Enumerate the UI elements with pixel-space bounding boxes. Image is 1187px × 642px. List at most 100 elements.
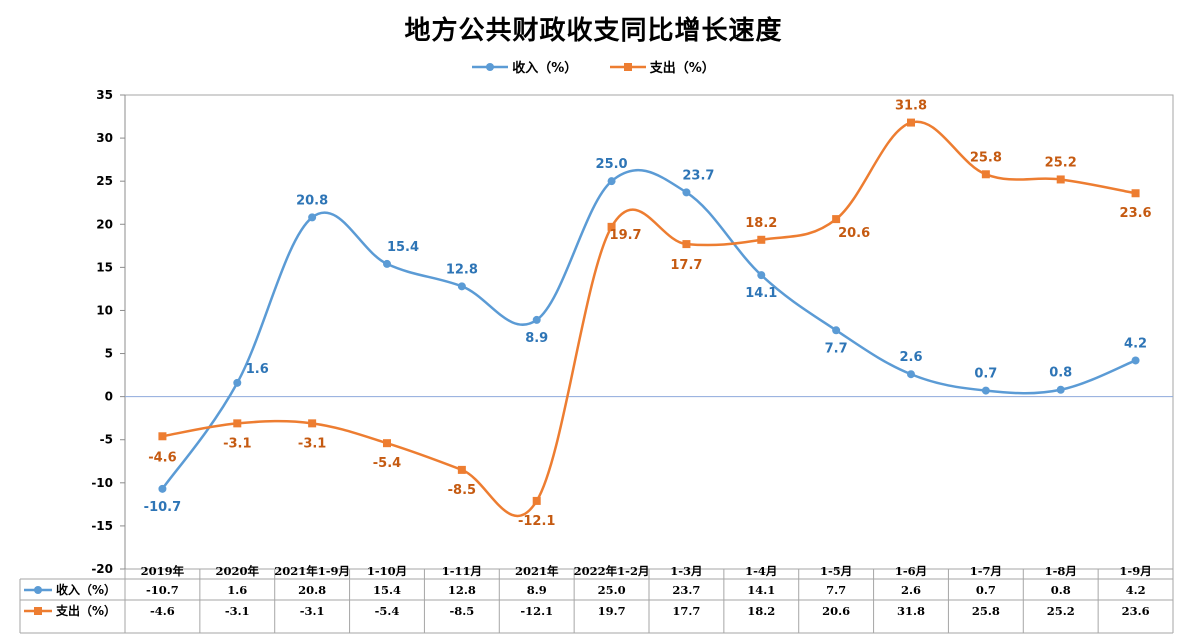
table-cell-income: 7.7: [826, 583, 846, 597]
data-label-income: 0.7: [974, 367, 997, 382]
y-tick-label: 5: [105, 347, 113, 361]
x-tick-label: 2021年1-9月: [274, 564, 350, 578]
x-tick-label: 1-7月: [970, 564, 1002, 578]
data-point-expense: [682, 240, 691, 249]
x-tick-label: 1-5月: [820, 564, 852, 578]
x-tick-label: 2021年: [515, 564, 559, 578]
y-tick-label: 0: [105, 390, 113, 404]
data-label-income: 2.6: [899, 350, 922, 365]
data-label-income: 1.6: [246, 362, 269, 377]
x-tick-label: 2022年1-2月: [574, 564, 650, 578]
x-tick-label: 1-6月: [895, 564, 927, 578]
table-cell-income: 0.7: [976, 583, 996, 597]
table-row-label-expense: 支出（%）: [55, 603, 116, 618]
table-cell-expense: 18.2: [747, 604, 775, 618]
x-tick-label: 1-10月: [367, 564, 407, 578]
table-cell-expense: -12.1: [520, 604, 553, 618]
y-tick-label: -5: [100, 433, 113, 447]
data-label-expense: -12.1: [518, 514, 555, 529]
legend-income-line-icon: [472, 62, 509, 71]
y-tick-label: 10: [96, 303, 113, 317]
data-label-income: 4.2: [1124, 336, 1147, 351]
table-cell-income: 20.8: [298, 583, 326, 597]
legend-item-expense: 支出（%）: [609, 57, 715, 76]
data-label-expense: 17.7: [670, 258, 702, 273]
data-point-expense: [233, 419, 242, 428]
x-tick-label: 2020年: [216, 564, 260, 578]
x-tick-label: 2019年: [141, 564, 185, 578]
series-line-expense: [162, 120, 1136, 518]
data-label-expense: -4.6: [148, 450, 176, 465]
table-cell-income: 4.2: [1126, 583, 1146, 597]
table-cell-expense: 31.8: [897, 604, 925, 618]
data-label-income: 12.8: [446, 262, 478, 277]
table-cell-income: 0.8: [1051, 583, 1071, 597]
x-tick-label: 1-8月: [1045, 564, 1077, 578]
table-cell-expense: -5.4: [375, 604, 400, 618]
table-cell-income: 23.7: [672, 583, 700, 597]
data-label-income: 23.7: [682, 168, 714, 183]
data-label-expense: 18.2: [745, 216, 777, 231]
data-point-expense: [383, 439, 391, 448]
data-point-income: [682, 188, 691, 197]
data-label-expense: 20.6: [838, 226, 870, 241]
table-cell-income: 15.4: [373, 583, 401, 597]
table-cell-expense: -3.1: [300, 604, 325, 618]
table-cell-expense: 23.6: [1122, 604, 1150, 618]
data-point-expense: [457, 465, 466, 474]
table-cell-expense: -3.1: [225, 604, 250, 618]
table-cell-income: 8.9: [527, 583, 547, 597]
legend-expense-label: 支出（%）: [649, 61, 715, 76]
data-point-expense: [1056, 175, 1065, 184]
data-point-income: [907, 370, 915, 379]
data-point-expense: [757, 235, 766, 244]
data-label-expense: 31.8: [895, 99, 927, 114]
data-label-expense: -3.1: [298, 436, 326, 451]
data-point-expense: [308, 419, 317, 428]
table-cell-income: 14.1: [747, 583, 775, 597]
data-label-income: 7.7: [825, 341, 848, 356]
data-point-income: [233, 378, 242, 387]
data-point-expense: [981, 170, 990, 179]
y-tick-label: -20: [91, 562, 113, 576]
table-cell-expense: -8.5: [449, 604, 474, 618]
data-label-income: 0.8: [1049, 366, 1072, 381]
chart-title: 地方公共财政收支同比增长速度: [404, 16, 783, 46]
table-legend-marker-income: [34, 586, 42, 594]
legend-income-label: 收入（%）: [512, 61, 578, 76]
table-cell-expense: 17.7: [672, 604, 700, 618]
legend-expense-line-icon: [609, 62, 646, 71]
data-label-income: -10.7: [144, 500, 181, 515]
table-cell-expense: 19.7: [598, 604, 626, 618]
data-point-income: [757, 271, 766, 280]
table-cell-income: 2.6: [901, 583, 921, 597]
y-tick-label: 25: [96, 174, 113, 188]
table-cell-income: 25.0: [598, 583, 626, 597]
data-label-income: 25.0: [596, 157, 628, 172]
table-cell-expense: 25.2: [1047, 604, 1075, 618]
table-row-label-income: 收入（%）: [56, 582, 116, 597]
data-label-expense: -3.1: [223, 436, 251, 451]
data-label-income: 14.1: [745, 286, 777, 301]
x-tick-label: 1-11月: [442, 564, 482, 578]
data-point-income: [158, 484, 167, 493]
table-legend-marker-expense: [34, 607, 42, 615]
data-point-income: [532, 315, 541, 324]
table-cell-income: 12.8: [448, 583, 476, 597]
data-point-expense: [607, 222, 616, 231]
data-label-expense: 25.2: [1045, 155, 1077, 170]
data-point-expense: [1131, 189, 1140, 198]
data-label-expense: -5.4: [373, 456, 401, 471]
table-cell-income: -10.7: [146, 583, 179, 597]
y-tick-label: 35: [96, 88, 113, 102]
data-point-income: [1056, 385, 1065, 394]
table-cell-expense: -4.6: [150, 604, 175, 618]
data-label-income: 20.8: [296, 193, 328, 208]
data-point-income: [308, 213, 317, 222]
y-tick-label: 30: [96, 131, 113, 145]
table-cell-income: 1.6: [227, 583, 247, 597]
y-tick-label: -15: [91, 519, 113, 533]
data-point-income: [383, 259, 391, 268]
plot-border: [124, 94, 1174, 570]
